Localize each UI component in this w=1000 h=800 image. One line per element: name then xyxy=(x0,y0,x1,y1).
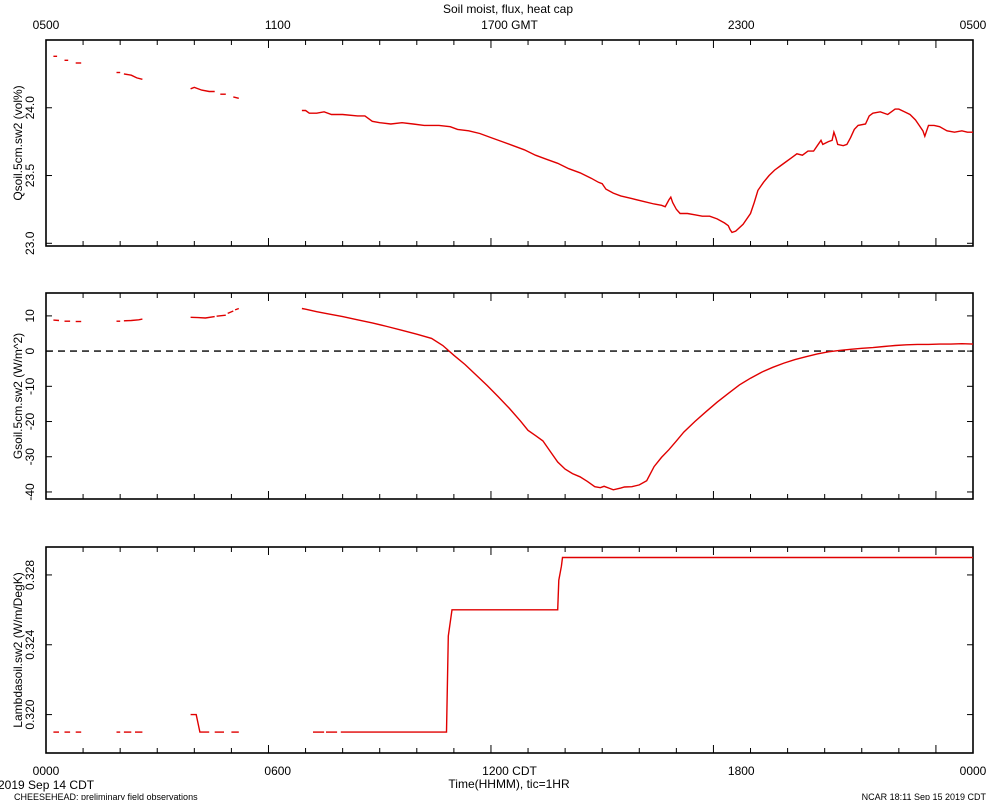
y-tick-label: 23.0 xyxy=(23,231,37,255)
top-tick-label: 0500 xyxy=(960,18,987,32)
bottom-tick-label: 0600 xyxy=(264,764,291,778)
series-segment xyxy=(190,86,215,93)
y-tick-label: -10 xyxy=(23,377,37,395)
series-segment xyxy=(123,73,143,80)
y-axis-label: Qsoil.5cm.sw2 (vol%) xyxy=(11,85,25,200)
top-tick-label: 1700 GMT xyxy=(481,18,538,32)
series-segment xyxy=(123,318,143,322)
y-tick-label: 23.5 xyxy=(23,164,37,188)
chart-title: Soil moist, flux, heat cap xyxy=(443,2,573,16)
y-tick-label: -20 xyxy=(23,413,37,431)
series-segment xyxy=(216,314,226,317)
y-tick-label: -40 xyxy=(23,483,37,501)
bottom-tick-label: 0000 xyxy=(960,764,987,778)
plot-frame xyxy=(45,546,974,754)
plot-frame xyxy=(45,39,974,247)
series-segment xyxy=(301,108,973,234)
y-tick-label: 0 xyxy=(23,347,37,354)
y-tick-label: 0.320 xyxy=(23,699,37,729)
y-tick-label: -30 xyxy=(23,448,37,466)
top-tick-label: 1100 xyxy=(265,18,291,32)
y-axis-label: Gsoil.5cm.sw2 (W/m^2) xyxy=(11,333,25,459)
series-segment xyxy=(233,96,239,99)
bottom-tick-label: 1200 CDT xyxy=(482,764,537,778)
series-segment xyxy=(340,556,973,733)
y-axis-label: Lambdasoil.sw2 (W/m/DegK) xyxy=(11,572,25,727)
series-segment xyxy=(234,307,240,311)
bottom-axis: 0000 0600 1200 CDT 1800 0000 xyxy=(33,764,987,778)
series-segment xyxy=(190,713,210,733)
top-tick-label: 2300 xyxy=(728,18,755,32)
footer-date: 2019 Sep 14 CDT xyxy=(0,778,95,792)
top-axis: 0500 1100 1700 GMT 2300 0500 xyxy=(33,18,987,32)
bottom-tick-label: 0000 xyxy=(33,764,60,778)
panel-soil-heat-flux: 10 0 -10 -20 -30 -40 Gsoil.5cm.sw2 (W/m^2) xyxy=(11,292,974,501)
y-tick-label: 0.324 xyxy=(23,629,37,659)
top-tick-label: 0500 xyxy=(33,18,60,32)
series-segment xyxy=(301,307,974,491)
footer-project: CHEESEHEAD: preliminary field observatio… xyxy=(14,792,198,800)
y-tick-label: 10 xyxy=(23,309,37,323)
y-tick-label: 24.0 xyxy=(23,96,37,120)
footer-generated: NCAR 18:11 Sep 15 2019 CDT xyxy=(862,792,987,800)
series-segment xyxy=(190,315,215,319)
x-axis-label: Time(HHMM), tic=1HR xyxy=(448,777,570,791)
y-tick-label: 0.328 xyxy=(23,560,37,590)
bottom-tick-label: 1800 xyxy=(728,764,755,778)
series-segment xyxy=(227,310,234,315)
plot-frame xyxy=(45,292,974,500)
